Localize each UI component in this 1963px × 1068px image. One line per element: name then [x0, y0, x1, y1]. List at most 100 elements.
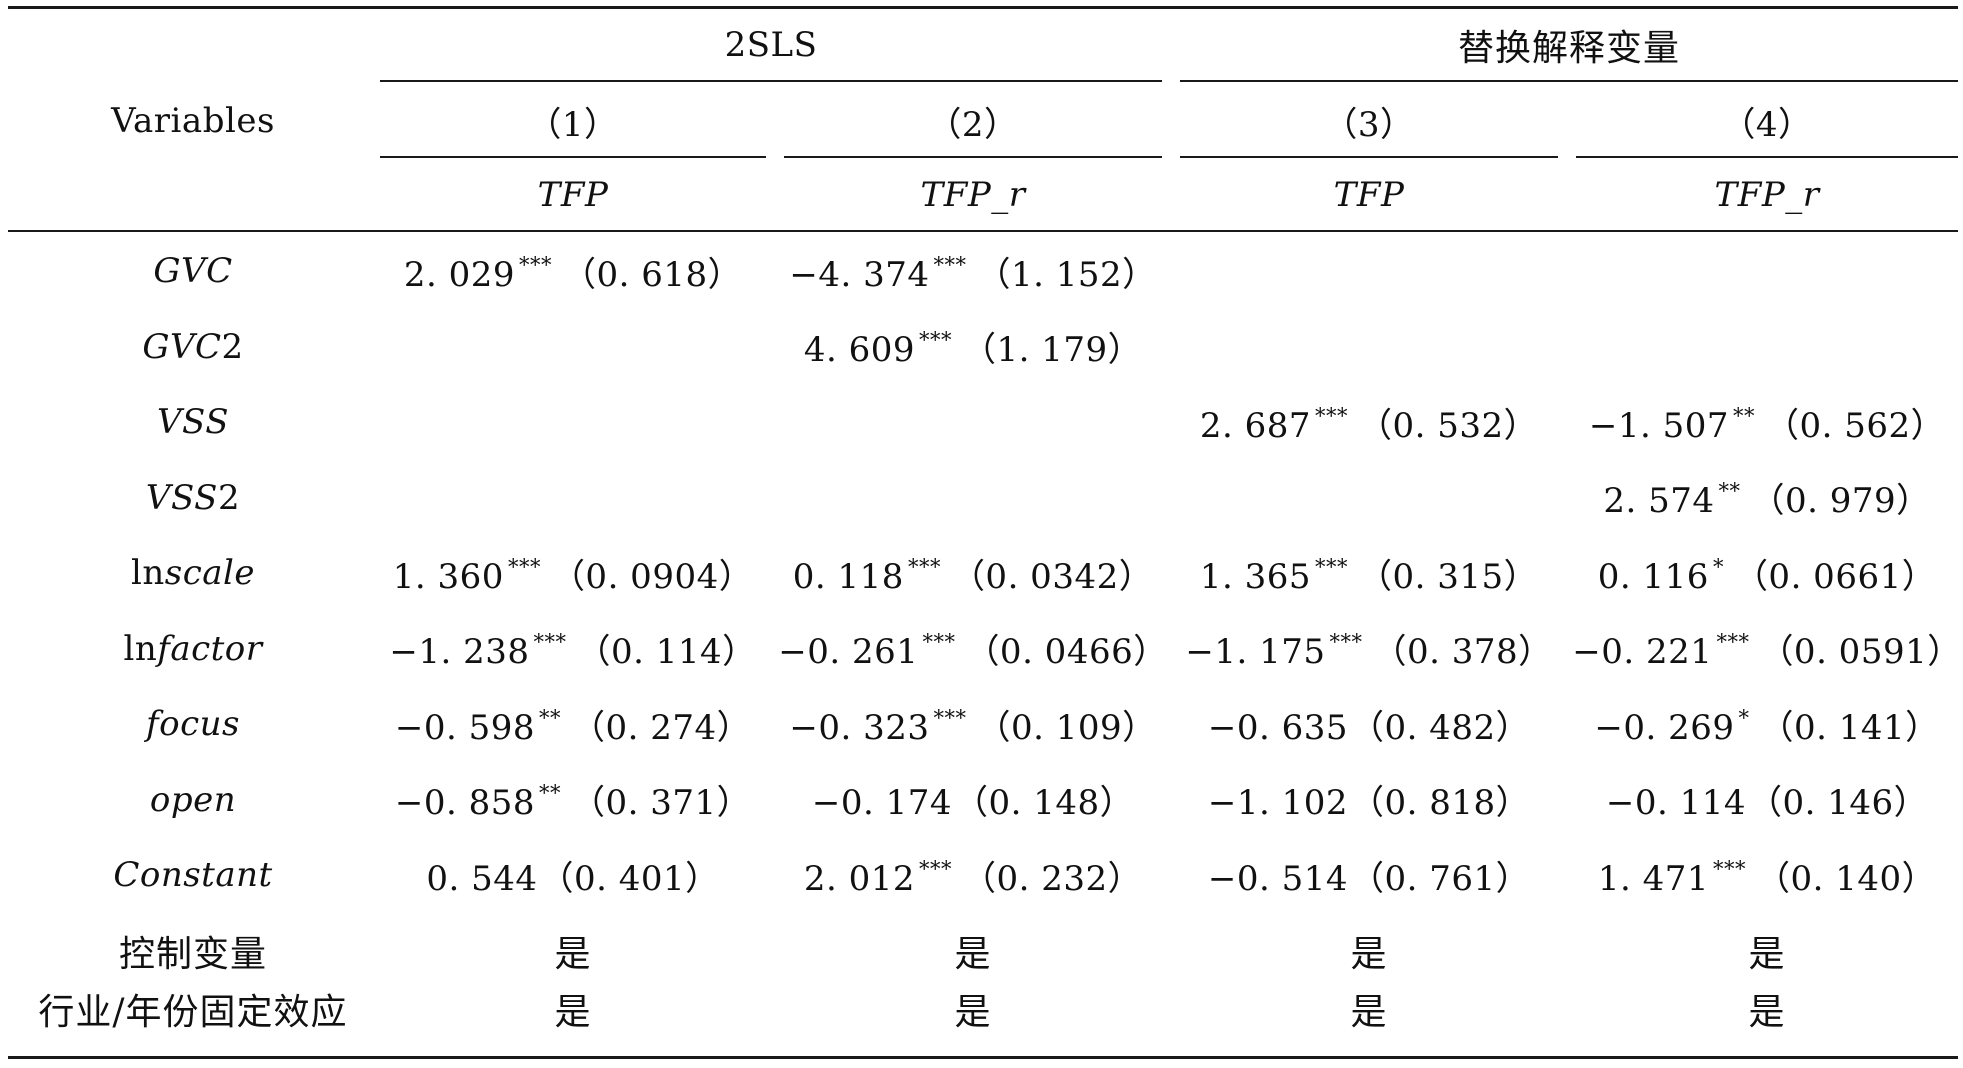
estimate-cell [380, 463, 766, 533]
row-label: Constant [8, 840, 378, 910]
row-label: GVC [8, 236, 378, 306]
group-rule-2sls [380, 80, 1162, 82]
standard-error: （0. 562） [1764, 405, 1946, 446]
estimate-cell [1180, 312, 1558, 382]
standard-error: （1. 179） [962, 330, 1143, 370]
coefficient: −1. 102 [1207, 783, 1348, 823]
significance-stars: *** [1713, 856, 1746, 881]
standard-error: （0. 274） [570, 707, 752, 748]
estimate-cell [784, 387, 1162, 457]
coefficient: 2. 574 [1603, 481, 1715, 521]
significance-stars: *** [1329, 630, 1363, 654]
standard-error: （0. 378） [1372, 632, 1553, 672]
standard-error: （0. 761） [1349, 858, 1531, 899]
significance-stars: *** [1315, 554, 1348, 579]
coefficient: 1. 360 [392, 556, 504, 597]
standard-error: （0. 141） [1759, 707, 1940, 748]
row-label-part: ln [123, 628, 158, 669]
standard-error: （0. 146） [1747, 783, 1929, 823]
estimate: 0. 544 （0. 401） [426, 851, 719, 900]
footer-row-label: 行业/年份固定效应 [38, 991, 348, 1033]
estimate: 2. 029 *** （0. 618） [404, 247, 742, 296]
bottom-rule [8, 1056, 1958, 1059]
estimate: −0. 635 （0. 482） [1208, 700, 1530, 749]
footer-cell: 是 [1748, 991, 1786, 1033]
row-label: ln scale [8, 538, 378, 608]
coefficient: −0. 269 [1594, 707, 1735, 748]
row-label-part: VSS [145, 477, 218, 518]
coefficient: −0. 635 [1207, 707, 1348, 748]
row-label: VSS [8, 387, 378, 457]
estimate-cell: 0. 118 *** （0. 0342） [784, 538, 1162, 608]
estimate-cell: −0. 514 （0. 761） [1180, 840, 1558, 910]
coefficient: 1. 471 [1597, 858, 1709, 899]
estimate: −0. 174 （0. 148） [812, 775, 1134, 824]
estimate-cell: 1. 365 *** （0. 315） [1180, 538, 1558, 608]
row-label-part: focus [146, 704, 240, 744]
significance-stars: *** [907, 554, 941, 579]
estimate-cell: 2. 687 *** （0. 532） [1180, 387, 1558, 457]
significance-stars: ** [1732, 403, 1755, 428]
estimate: −0. 114 （0. 146） [1606, 775, 1928, 824]
dep-var-2: TFP_r [920, 175, 1026, 215]
coefficient: 2. 012 [803, 858, 915, 899]
standard-error: （0. 818） [1349, 783, 1531, 823]
standard-error: （0. 148） [953, 783, 1135, 823]
row-label-part: VSS [156, 402, 230, 442]
coefficient: −0. 174 [811, 783, 952, 823]
estimate: −1. 175 *** （0. 378） [1185, 624, 1552, 673]
estimate: 0. 118 *** （0. 0342） [793, 549, 1153, 598]
standard-error: （0. 401） [539, 858, 720, 899]
estimate-cell: 0. 116 * （0. 0661） [1576, 538, 1958, 608]
estimate-cell [380, 312, 766, 382]
footer-cell: 是 [554, 933, 592, 975]
header-bottom-rule [8, 230, 1958, 232]
significance-stars: *** [519, 252, 552, 277]
estimate: 4. 609 *** （1. 179） [804, 322, 1142, 371]
row-label-part: open [149, 779, 237, 820]
significance-stars: * [1738, 705, 1750, 730]
top-rule [8, 6, 1958, 9]
standard-error: （0. 0661） [1733, 556, 1937, 597]
estimate: 1. 360 *** （0. 0904） [393, 549, 753, 598]
estimate: −1. 102 （0. 818） [1208, 775, 1530, 824]
estimate: −1. 507 ** （0. 562） [1589, 398, 1945, 447]
standard-error: （0. 109） [976, 707, 1157, 748]
col-number-3: （3） [1323, 104, 1415, 145]
significance-stars: ** [1718, 479, 1741, 503]
estimate-cell: −0. 269 * （0. 141） [1576, 689, 1958, 759]
col-rule-4 [1576, 156, 1958, 158]
group-header-replace: 替换解释变量 [1457, 28, 1680, 69]
estimate-cell [784, 463, 1162, 533]
standard-error: （0. 0342） [950, 556, 1154, 597]
coefficient: −0. 858 [394, 783, 535, 823]
coefficient: −0. 323 [789, 707, 930, 748]
standard-error: （0. 232） [962, 858, 1143, 899]
dep-var-4: TFP_r [1714, 175, 1820, 215]
estimate-cell: −0. 261 *** （0. 0466） [778, 614, 1167, 684]
standard-error: （0. 618） [562, 254, 743, 295]
estimate-cell: −1. 238 *** （0. 114） [380, 614, 766, 684]
row-label: open [8, 765, 378, 835]
estimate-cell: −0. 221 *** （0. 0591） [1572, 614, 1961, 684]
estimate: 2. 012 *** （0. 232） [804, 851, 1142, 900]
coefficient: −0. 114 [1605, 783, 1746, 823]
estimate-cell: −0. 858 ** （0. 371） [380, 765, 766, 835]
col-rule-3 [1180, 156, 1558, 158]
significance-stars: *** [1716, 630, 1750, 654]
estimate-cell: −0. 323 *** （0. 109） [784, 689, 1162, 759]
standard-error: （0. 532） [1358, 405, 1539, 446]
row-label-part: 2 [221, 326, 244, 367]
estimate-cell [1180, 463, 1558, 533]
estimate: −0. 858 ** （0. 371） [395, 775, 751, 824]
significance-stars: *** [933, 252, 967, 277]
estimate: −0. 261 *** （0. 0466） [778, 624, 1167, 673]
coefficient: −4. 374 [789, 254, 930, 295]
significance-stars: *** [919, 328, 952, 352]
standard-error: （1. 152） [976, 254, 1157, 295]
significance-stars: * [1712, 554, 1724, 579]
significance-stars: ** [538, 781, 561, 805]
col-rule-2 [784, 156, 1162, 158]
coefficient: 0. 118 [792, 556, 904, 597]
row-label-part: scale [164, 553, 256, 593]
